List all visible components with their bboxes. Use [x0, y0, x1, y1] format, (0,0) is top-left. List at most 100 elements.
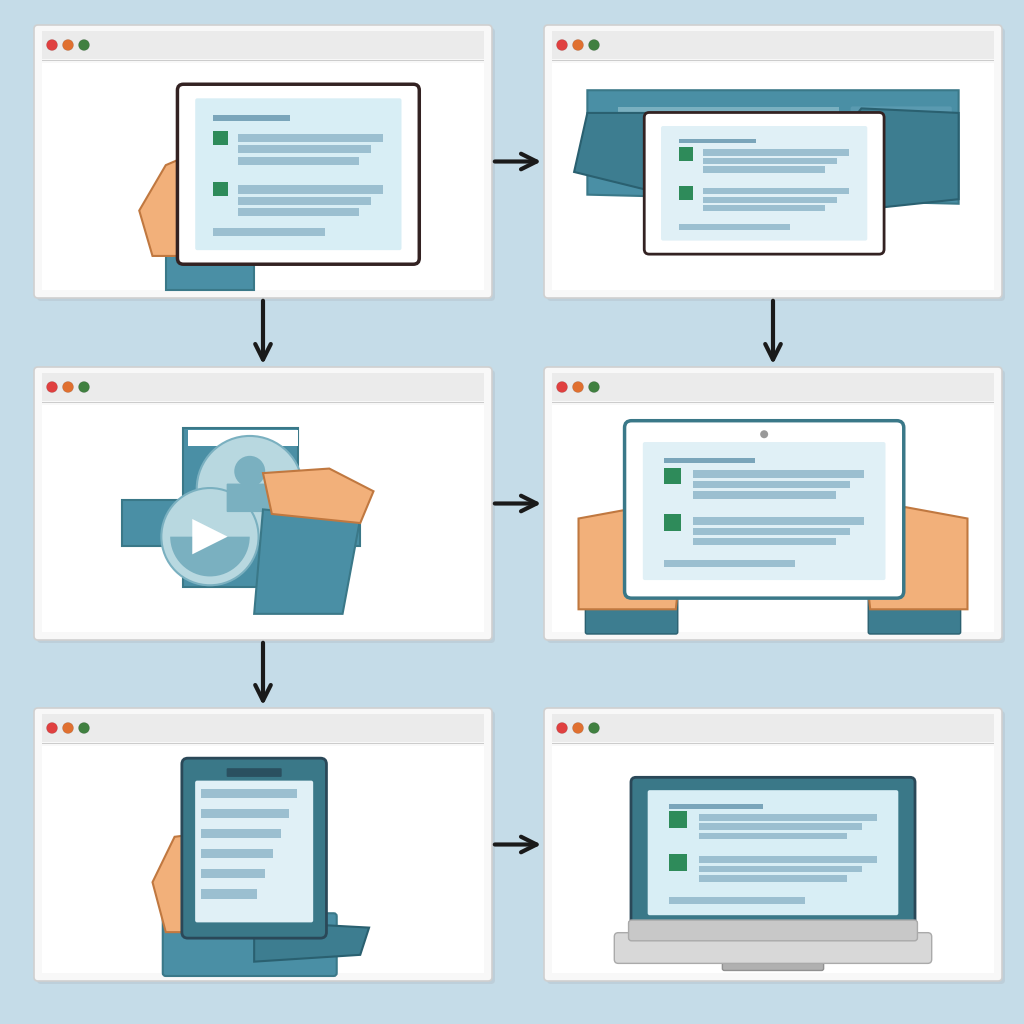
Bar [201, 809, 289, 818]
Polygon shape [193, 519, 227, 554]
Bar [679, 185, 693, 200]
FancyBboxPatch shape [629, 920, 918, 941]
Bar [664, 560, 796, 567]
Bar [552, 714, 994, 742]
FancyBboxPatch shape [614, 933, 932, 964]
Bar [238, 197, 371, 205]
Bar [238, 185, 383, 194]
Bar [238, 145, 371, 154]
Bar [552, 59, 994, 61]
Bar [201, 849, 272, 858]
Bar [692, 517, 864, 524]
Bar [692, 538, 836, 546]
FancyBboxPatch shape [37, 711, 495, 984]
FancyBboxPatch shape [226, 483, 272, 512]
Bar [552, 746, 994, 973]
FancyBboxPatch shape [643, 442, 886, 580]
Bar [238, 208, 359, 216]
Bar [699, 874, 847, 882]
Circle shape [46, 40, 57, 50]
FancyBboxPatch shape [547, 711, 1005, 984]
Bar [692, 527, 850, 536]
Bar [692, 481, 850, 488]
FancyBboxPatch shape [34, 367, 492, 640]
Bar [664, 514, 681, 531]
FancyBboxPatch shape [547, 370, 1005, 643]
FancyBboxPatch shape [37, 370, 495, 643]
FancyBboxPatch shape [851, 106, 951, 189]
FancyBboxPatch shape [544, 708, 1002, 981]
FancyBboxPatch shape [163, 913, 337, 976]
Polygon shape [153, 825, 307, 932]
Bar [201, 788, 297, 798]
Bar [703, 188, 849, 195]
FancyBboxPatch shape [547, 28, 1005, 301]
Bar [618, 108, 840, 118]
Bar [42, 31, 484, 59]
Bar [201, 889, 257, 898]
Circle shape [79, 382, 89, 392]
FancyBboxPatch shape [196, 780, 313, 923]
Bar [42, 746, 484, 973]
Circle shape [62, 723, 74, 733]
Circle shape [62, 40, 74, 50]
FancyBboxPatch shape [586, 596, 678, 634]
Bar [213, 116, 290, 121]
Circle shape [572, 382, 584, 392]
Bar [670, 805, 763, 809]
Wedge shape [170, 537, 250, 577]
Bar [703, 158, 837, 164]
Polygon shape [122, 428, 360, 587]
Bar [703, 197, 837, 203]
Circle shape [79, 723, 89, 733]
FancyBboxPatch shape [196, 98, 401, 250]
Bar [618, 153, 840, 163]
Polygon shape [254, 509, 360, 613]
Bar [670, 854, 687, 870]
FancyBboxPatch shape [625, 421, 904, 598]
Circle shape [572, 40, 584, 50]
Circle shape [589, 40, 599, 50]
FancyBboxPatch shape [34, 25, 492, 298]
FancyBboxPatch shape [644, 113, 884, 254]
FancyBboxPatch shape [544, 367, 1002, 640]
Bar [42, 714, 484, 742]
Circle shape [79, 40, 89, 50]
Bar [187, 430, 298, 445]
FancyBboxPatch shape [34, 708, 492, 981]
Circle shape [556, 723, 567, 733]
Bar [238, 157, 359, 165]
Circle shape [572, 723, 584, 733]
Circle shape [197, 436, 303, 542]
Polygon shape [139, 142, 263, 256]
Circle shape [62, 382, 74, 392]
Bar [679, 223, 791, 229]
FancyBboxPatch shape [722, 953, 823, 971]
FancyBboxPatch shape [662, 126, 867, 241]
Bar [703, 150, 849, 156]
Polygon shape [588, 90, 958, 204]
Polygon shape [574, 113, 707, 200]
Bar [42, 59, 484, 61]
Circle shape [46, 382, 57, 392]
Bar [670, 897, 805, 903]
Bar [42, 63, 484, 290]
Bar [692, 470, 864, 478]
Bar [42, 742, 484, 744]
Bar [699, 823, 862, 829]
FancyBboxPatch shape [177, 84, 419, 264]
Bar [699, 833, 847, 840]
Bar [699, 865, 862, 872]
Circle shape [760, 430, 768, 438]
Bar [552, 406, 994, 632]
Bar [699, 856, 877, 863]
Bar [552, 742, 994, 744]
Bar [679, 139, 756, 143]
Circle shape [234, 456, 265, 486]
Bar [618, 130, 840, 140]
Bar [552, 373, 994, 401]
Circle shape [556, 40, 567, 50]
Bar [703, 167, 825, 173]
Bar [692, 492, 836, 499]
Circle shape [162, 488, 259, 586]
